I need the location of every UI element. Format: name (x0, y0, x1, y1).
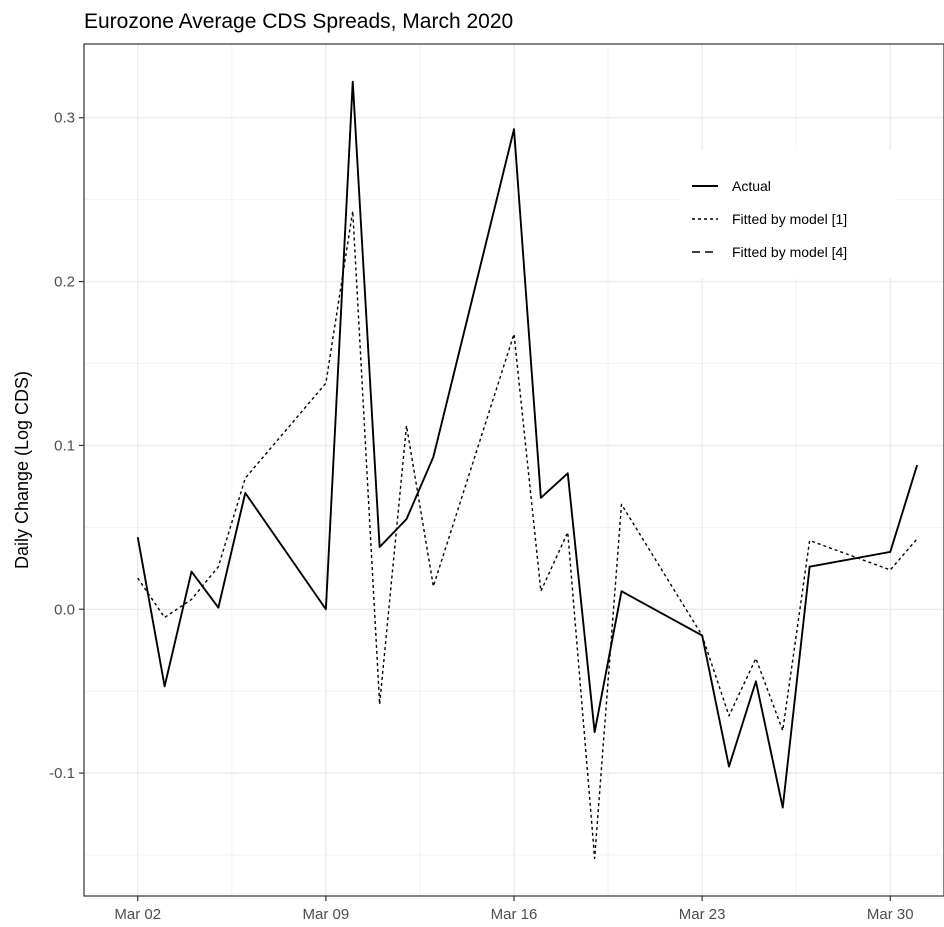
series-line-2 (137, 210, 918, 860)
x-tick-label: Mar 16 (491, 906, 538, 923)
series-layer (136, 80, 919, 860)
x-axis: Mar 02 Mar 09 Mar 16 Mar 23 Mar 30 (114, 896, 914, 923)
legend-box (680, 150, 896, 278)
series-line-1 (136, 80, 919, 809)
y-tick-label: 0.0 (54, 601, 75, 618)
legend-label-3: Fitted by model [4] (732, 244, 847, 260)
y-tick-label: 0.2 (54, 274, 75, 291)
y-axis: -0.1 0.0 0.1 0.2 0.3 (49, 110, 84, 782)
x-tick-label: Mar 30 (867, 906, 914, 923)
y-tick-label: -0.1 (49, 765, 75, 782)
y-tick-label: 0.3 (54, 110, 75, 127)
y-tick-label: 0.1 (54, 437, 75, 454)
y-axis-label: Daily Change (Log CDS) (12, 371, 32, 569)
legend-label-1: Actual (732, 178, 771, 194)
x-tick-label: Mar 02 (114, 906, 161, 923)
legend-label-2: Fitted by model [1] (732, 211, 847, 227)
legend: Actual Fitted by model [1] Fitted by model… (680, 150, 896, 278)
x-tick-label: Mar 09 (303, 906, 350, 923)
chart-title: Eurozone Average CDS Spreads, March 2020 (84, 10, 513, 33)
major-gridlines (84, 44, 944, 896)
x-tick-label: Mar 23 (679, 906, 726, 923)
